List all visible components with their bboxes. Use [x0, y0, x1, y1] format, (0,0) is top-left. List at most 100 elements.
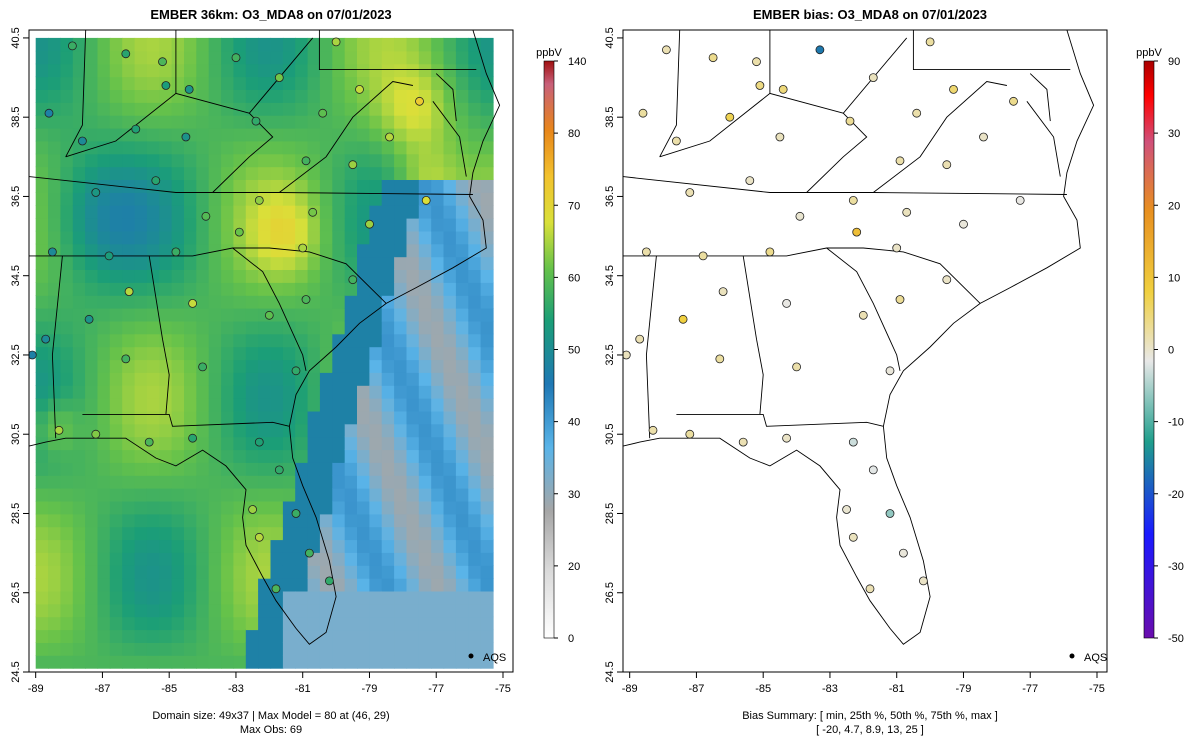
grid-cell — [146, 89, 160, 103]
state-border — [676, 413, 884, 427]
station-marker — [718, 287, 728, 297]
grid-cell — [109, 230, 123, 245]
grid-cell — [468, 359, 482, 373]
grid-cell — [134, 359, 148, 373]
grid-cell — [431, 230, 445, 245]
station-marker — [895, 156, 905, 166]
grid-cell — [394, 372, 408, 386]
grid-cell — [196, 616, 210, 631]
grid-cell — [443, 179, 457, 193]
grid-cell — [307, 590, 321, 605]
bias-stations — [623, 37, 1025, 594]
colorbar-tick-label: -50 — [1168, 633, 1184, 645]
grid-cell — [208, 295, 222, 309]
grid-cell — [307, 320, 321, 335]
grid-cell — [60, 282, 74, 296]
grid-cell — [344, 539, 358, 553]
grid-cell — [468, 230, 482, 245]
grid-cell — [60, 140, 74, 155]
grid-cell — [146, 565, 160, 579]
station-marker — [415, 96, 424, 106]
grid-cell — [319, 76, 333, 90]
grid-cell — [109, 578, 123, 592]
grid-cell — [60, 603, 74, 618]
grid-cell — [369, 398, 383, 412]
grid-cell — [48, 565, 61, 579]
grid-cell — [134, 346, 148, 361]
grid-cell — [48, 642, 61, 656]
grid-cell — [208, 346, 222, 361]
grid-cell — [35, 230, 49, 245]
grid-cell — [171, 269, 185, 283]
y-tick-label: 38.5 — [604, 106, 616, 127]
grid-cell — [122, 603, 136, 618]
grid-cell — [146, 590, 160, 605]
grid-cell — [443, 243, 457, 258]
grid-cell — [369, 462, 383, 476]
grid-cell — [431, 500, 445, 515]
grid-cell — [295, 372, 309, 386]
x-tick-label: -81 — [889, 683, 905, 695]
grid-cell — [344, 359, 358, 373]
grid-cell — [455, 37, 469, 52]
grid-cell — [258, 398, 272, 412]
grid-cell — [221, 218, 235, 232]
grid-cell — [468, 500, 482, 515]
grid-cell — [418, 436, 432, 451]
grid-cell — [431, 282, 445, 296]
grid-cell — [208, 115, 222, 129]
grid-cell — [233, 642, 247, 656]
grid-cell — [159, 37, 173, 52]
grid-cell — [455, 539, 469, 553]
grid-cell — [134, 192, 148, 206]
station-marker — [271, 584, 281, 594]
grid-cell — [480, 539, 494, 553]
grid-cell — [196, 308, 210, 322]
grid-cell — [97, 89, 111, 103]
grid-cell — [233, 565, 247, 579]
grid-cell — [258, 359, 272, 373]
grid-cell — [122, 642, 136, 656]
grid-cell — [468, 282, 482, 296]
grid-cell — [233, 333, 247, 348]
y-tick-label: 40.5 — [604, 27, 616, 48]
grid-cell — [208, 642, 222, 656]
grid-cell — [295, 76, 309, 90]
grid-cell — [184, 269, 197, 283]
grid-cell — [134, 179, 148, 193]
grid-cell — [184, 63, 197, 78]
grid-cell — [332, 295, 346, 309]
grid-cell — [480, 102, 494, 116]
grid-cell — [208, 256, 222, 270]
grid-cell — [295, 385, 309, 399]
state-border — [82, 413, 290, 427]
grid-cell — [60, 269, 74, 283]
grid-cell — [245, 475, 259, 489]
grid-cell — [480, 192, 494, 206]
grid-cell — [369, 295, 383, 309]
grid-cell — [35, 192, 49, 206]
grid-cell — [233, 243, 247, 258]
grid-cell — [282, 218, 296, 232]
grid-cell — [196, 488, 210, 502]
grid-cell — [48, 230, 61, 245]
grid-cell — [394, 655, 408, 669]
grid-cell — [455, 50, 469, 65]
grid-cell — [60, 63, 74, 78]
grid-cell — [369, 76, 383, 90]
grid-cell — [394, 243, 408, 258]
grid-cell — [332, 166, 346, 180]
grid-cell — [443, 488, 457, 502]
grid-cell — [60, 565, 74, 579]
grid-cell — [109, 308, 123, 322]
grid-cell — [381, 346, 395, 361]
grid-cell — [319, 655, 333, 669]
grid-cell — [35, 179, 49, 193]
grid-cell — [85, 243, 99, 258]
grid-cell — [184, 423, 197, 438]
grid-cell — [443, 616, 457, 631]
grid-cell — [85, 410, 99, 425]
grid-cell — [134, 256, 148, 270]
grid-cell — [270, 359, 284, 373]
station-marker — [959, 219, 968, 229]
